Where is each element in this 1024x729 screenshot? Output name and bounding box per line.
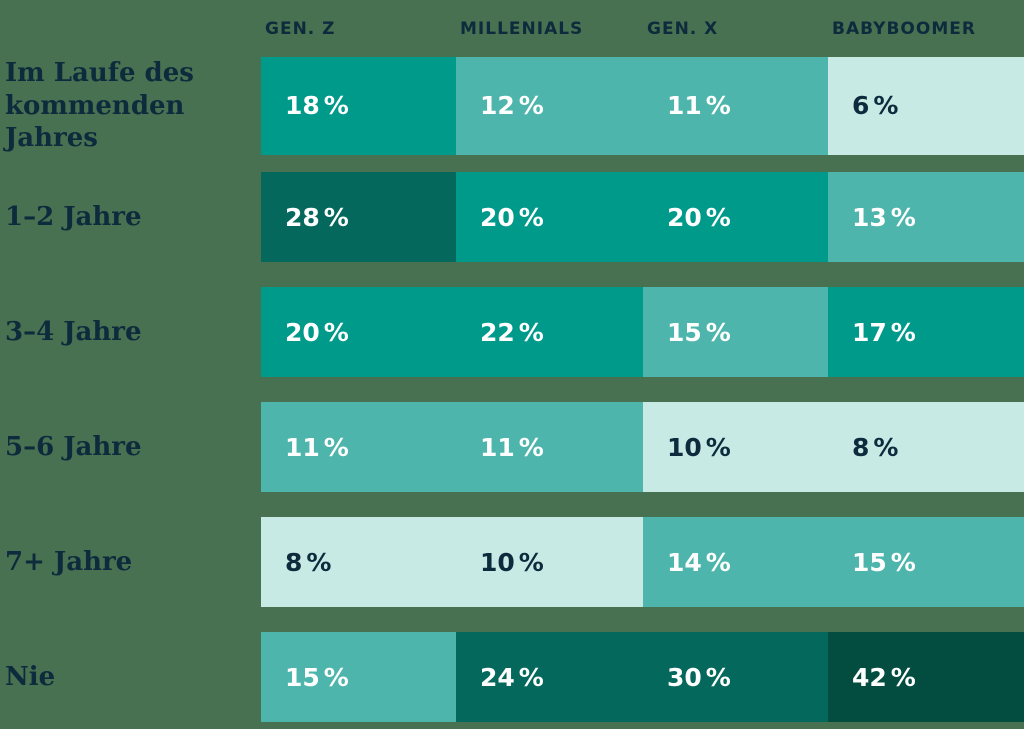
column-header-millenials: MILLENIALS <box>460 19 584 39</box>
cell-value: 15 <box>852 547 887 577</box>
cell-value: 42 <box>852 662 887 692</box>
column-header-gen-x: GEN. X <box>647 19 719 39</box>
heatmap-cell: 18% <box>261 57 456 155</box>
heatmap-cell: 15% <box>828 517 1024 607</box>
row-label: Nie <box>5 661 56 692</box>
cell-value: 24 <box>480 662 515 692</box>
heatmap-cell: 11% <box>261 402 456 492</box>
heatmap-rows: Im Laufe des kommenden Jahres 18% 12% 11% 6%… <box>0 57 1024 722</box>
cell-value: 8 <box>852 432 870 462</box>
percent-sign: % <box>323 317 349 347</box>
cell-value: 11 <box>480 432 515 462</box>
row-label: 1–2 Jahre <box>5 201 142 232</box>
cell-value: 20 <box>285 317 320 347</box>
percent-sign: % <box>705 432 731 462</box>
heatmap-cell: 14% <box>643 517 828 607</box>
heatmap-cell: 24% <box>456 632 643 722</box>
percent-sign: % <box>323 91 349 121</box>
row-label: 7+ Jahre <box>5 546 133 577</box>
row-label: 5–6 Jahre <box>5 431 142 462</box>
heatmap-cell: 6% <box>828 57 1024 155</box>
row-label: 3–4 Jahre <box>5 316 142 347</box>
cell-value: 8 <box>285 547 303 577</box>
percent-sign: % <box>873 432 899 462</box>
cell-value: 13 <box>852 202 887 232</box>
heatmap-cell: 13% <box>828 172 1024 262</box>
cell-value: 12 <box>480 91 515 121</box>
percent-sign: % <box>890 202 916 232</box>
percent-sign: % <box>323 202 349 232</box>
cell-value: 30 <box>667 662 702 692</box>
heatmap-cell: 8% <box>828 402 1024 492</box>
cell-value: 15 <box>285 662 320 692</box>
column-header-row: GEN. Z MILLENIALS GEN. X BABYBOOMER <box>0 0 1024 57</box>
percent-sign: % <box>890 547 916 577</box>
column-header-gen-z: GEN. Z <box>265 19 336 39</box>
cell-value: 28 <box>285 202 320 232</box>
percent-sign: % <box>705 202 731 232</box>
percent-sign: % <box>705 662 731 692</box>
percent-sign: % <box>306 547 332 577</box>
table-row: 7+ Jahre 8% 10% 14% 15% <box>0 517 1024 607</box>
cell-value: 18 <box>285 91 320 121</box>
heatmap-cell: 10% <box>643 402 828 492</box>
percent-sign: % <box>518 91 544 121</box>
heatmap-cell: 10% <box>456 517 643 607</box>
percent-sign: % <box>323 432 349 462</box>
table-row: 5–6 Jahre 11% 11% 10% 8% <box>0 402 1024 492</box>
table-row: 1–2 Jahre 28% 20% 20% 13% <box>0 172 1024 262</box>
heatmap-cell: 42% <box>828 632 1024 722</box>
heatmap-cell: 15% <box>261 632 456 722</box>
percent-sign: % <box>705 547 731 577</box>
cell-value: 6 <box>852 91 870 121</box>
heatmap-cell: 30% <box>643 632 828 722</box>
heatmap-cell: 20% <box>456 172 643 262</box>
cell-value: 11 <box>285 432 320 462</box>
percent-sign: % <box>705 317 731 347</box>
heatmap-cell: 11% <box>643 57 828 155</box>
heatmap-cell: 28% <box>261 172 456 262</box>
percent-sign: % <box>518 547 544 577</box>
cell-value: 20 <box>480 202 515 232</box>
row-label: Im Laufe des kommenden Jahres <box>5 58 194 153</box>
heatmap-cell: 20% <box>261 287 456 377</box>
percent-sign: % <box>518 662 544 692</box>
cell-value: 10 <box>480 547 515 577</box>
cell-value: 20 <box>667 202 702 232</box>
cell-value: 14 <box>667 547 702 577</box>
cell-value: 17 <box>852 317 887 347</box>
cell-value: 22 <box>480 317 515 347</box>
heatmap-cell: 15% <box>643 287 828 377</box>
percent-sign: % <box>518 202 544 232</box>
heatmap-cell: 20% <box>643 172 828 262</box>
percent-sign: % <box>518 317 544 347</box>
percent-sign: % <box>873 91 899 121</box>
heatmap-cell: 12% <box>456 57 643 155</box>
table-row: Nie 15% 24% 30% 42% <box>0 632 1024 722</box>
table-row: 3–4 Jahre 20% 22% 15% 17% <box>0 287 1024 377</box>
column-header-babyboomer: BABYBOOMER <box>832 19 976 39</box>
cell-value: 15 <box>667 317 702 347</box>
table-row: Im Laufe des kommenden Jahres 18% 12% 11% 6% <box>0 57 1024 155</box>
cell-value: 11 <box>667 91 702 121</box>
percent-sign: % <box>323 662 349 692</box>
percent-sign: % <box>518 432 544 462</box>
heatmap-cell: 17% <box>828 287 1024 377</box>
percent-sign: % <box>705 91 731 121</box>
cell-value: 10 <box>667 432 702 462</box>
percent-sign: % <box>890 317 916 347</box>
heatmap-cell: 11% <box>456 402 643 492</box>
percent-sign: % <box>890 662 916 692</box>
heatmap-cell: 8% <box>261 517 456 607</box>
heatmap-cell: 22% <box>456 287 643 377</box>
